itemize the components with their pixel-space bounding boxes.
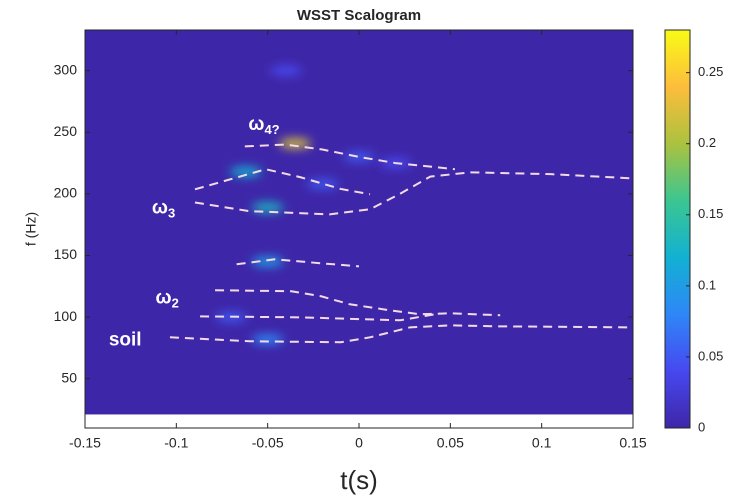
ridge-line (200, 312, 441, 322)
annotation: ω4? (248, 114, 279, 137)
x-tick-label: 0.1 (532, 435, 552, 451)
y-tick-label: 250 (54, 123, 78, 139)
colorbar (664, 29, 691, 429)
colorbar-tick-label: 0.25 (698, 64, 723, 79)
colorbar-tick-label: 0.15 (698, 206, 723, 221)
ridge-line (194, 168, 371, 196)
colorbar-tick-label: 0 (698, 419, 705, 434)
y-tick-label: 100 (54, 308, 78, 324)
heatmap-hotspot (251, 202, 284, 213)
heatmap-hotspot (279, 138, 312, 149)
annotation-text: ω (152, 198, 168, 219)
annotation-text: ω (248, 114, 264, 135)
ridge-line (236, 258, 360, 268)
y-tick-label: 150 (54, 246, 78, 262)
y-axis-label: f (Hz) (23, 212, 39, 246)
x-tick-label: -0.15 (69, 435, 101, 451)
annotation-subscript: 3 (168, 206, 175, 221)
ridge-line (169, 324, 630, 344)
colorbar-tick-label: 0.2 (698, 135, 716, 150)
annotation-subscript: 2 (172, 296, 179, 311)
annotation: soil (109, 330, 142, 351)
annotation: ω3 (152, 198, 175, 221)
x-tick-label: 0.05 (437, 435, 464, 451)
heatmap-background (85, 30, 633, 415)
x-axis-label: t(s) (340, 465, 378, 495)
axes: -0.15 -0.1 -0.05 0 0.05 0.1 0.15 50 100 150 200 250… (54, 29, 647, 451)
x-tick-label: 0.15 (619, 435, 646, 451)
x-tick-label: 0 (355, 435, 363, 451)
heatmap-hotspot (251, 256, 284, 267)
ridge-line (215, 289, 501, 317)
heatmap-hotspot (229, 166, 262, 177)
colorbar-tick-label: 0.05 (698, 348, 723, 363)
x-tick-label: -0.05 (252, 435, 284, 451)
heatmap-hotspot (269, 65, 302, 76)
y-tick-label: 50 (61, 369, 77, 385)
heatmap-hotspot (251, 334, 284, 345)
annotation-subscript: 4? (264, 122, 279, 137)
y-tick-label: 200 (54, 185, 78, 201)
x-tick-label: -0.1 (164, 435, 188, 451)
y-tick-label: 300 (54, 61, 78, 77)
ridge-line (194, 171, 631, 216)
colorbar-tick-label: 0.1 (698, 277, 716, 292)
annotation: ω2 (156, 288, 179, 311)
chart-title: WSST Scalogram (297, 7, 421, 24)
heatmap-hotspot (343, 151, 375, 162)
annotation-text: ω (156, 288, 172, 309)
annotation-text: soil (109, 330, 142, 351)
